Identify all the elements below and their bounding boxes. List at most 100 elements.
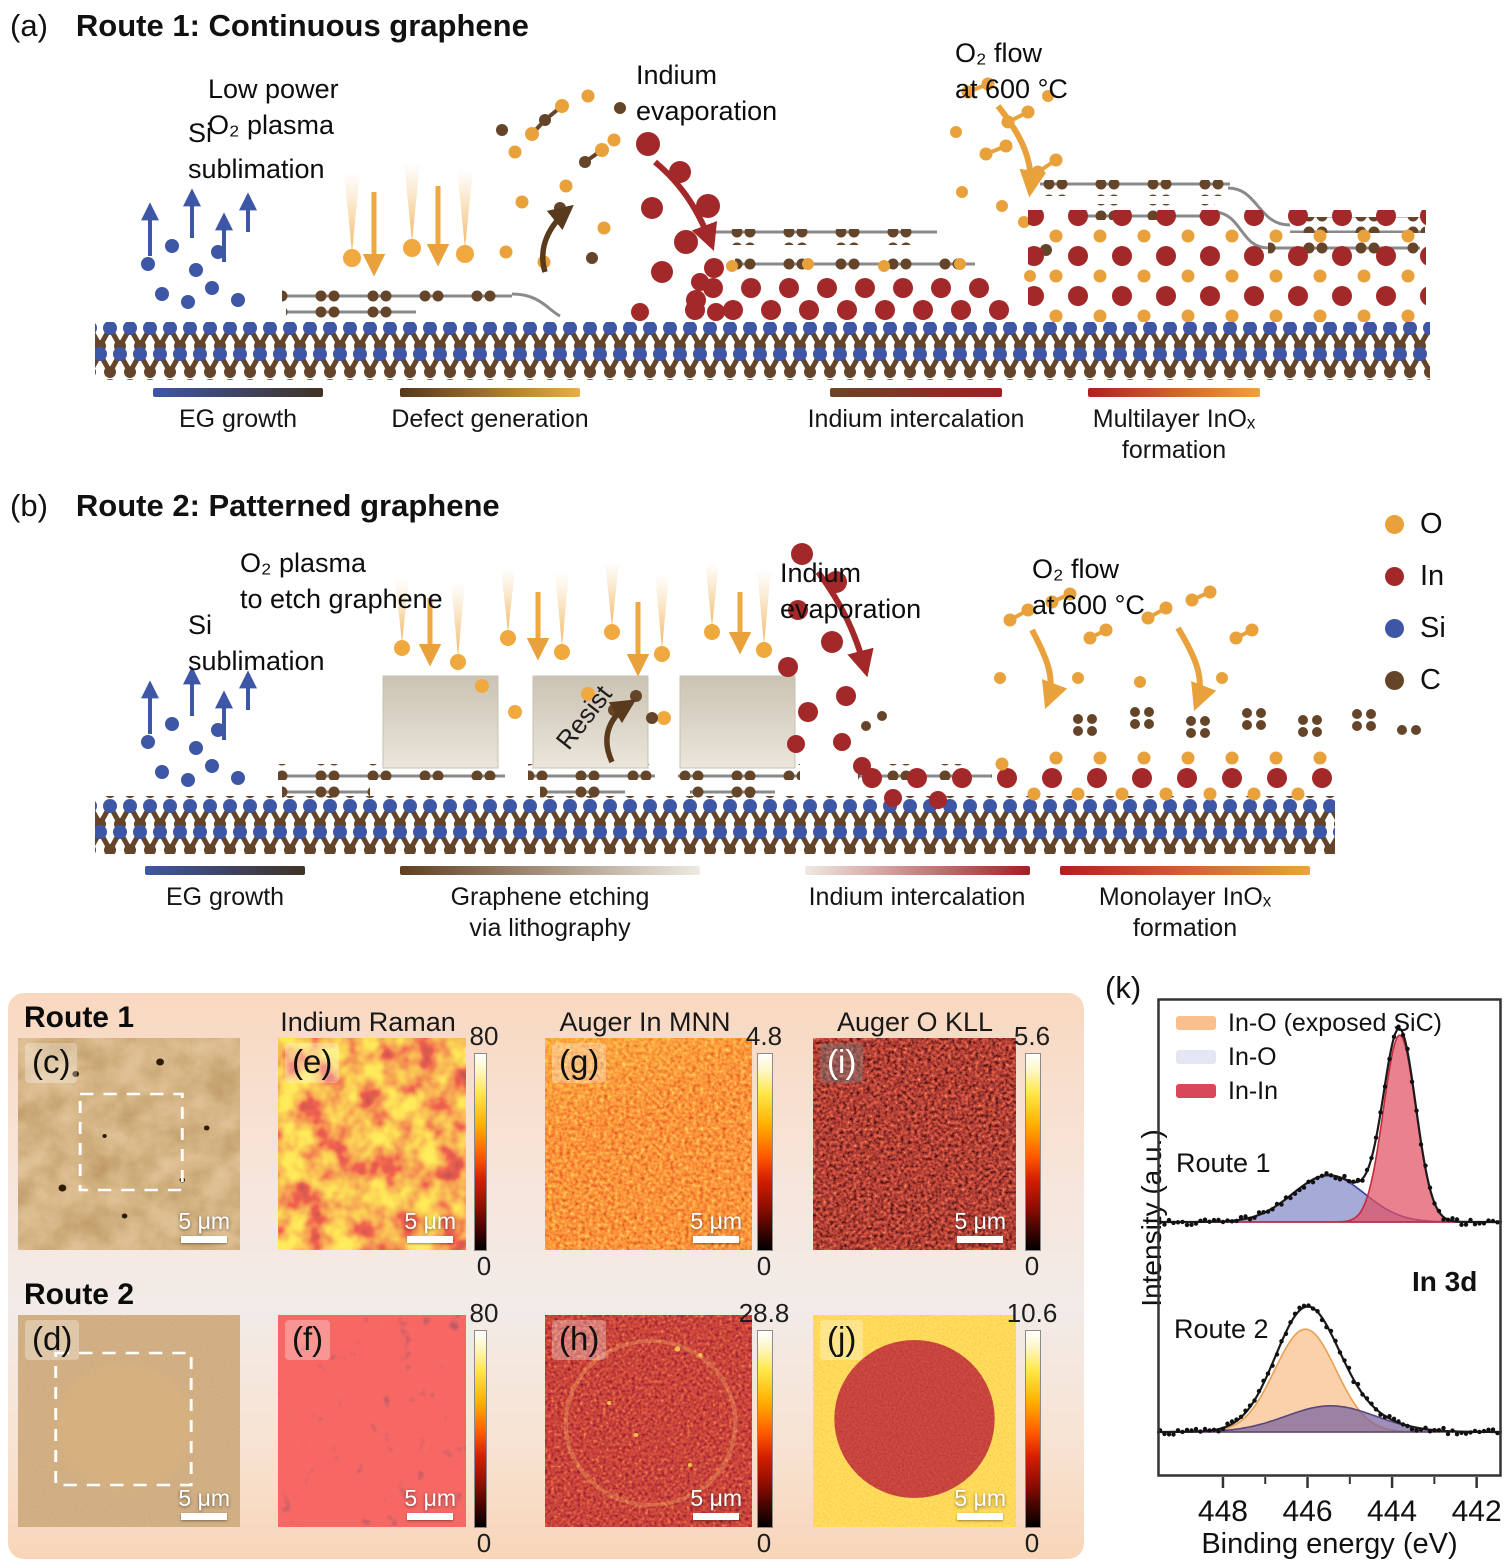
micrograph-e-raman: (e) 5 μm xyxy=(278,1038,466,1250)
stage-label: Multilayer InOₓ formation xyxy=(1092,405,1256,464)
stage-bar xyxy=(830,388,1002,397)
panel-label-c: (c) xyxy=(25,1043,78,1083)
annotation-indium-evaporation-b: Indium evaporation xyxy=(780,558,922,624)
panel-a-title: Route 1: Continuous graphene xyxy=(75,8,529,43)
stage-multilayer-inox: Multilayer InOₓ formation xyxy=(1044,388,1304,465)
route2-schematic xyxy=(95,543,1421,854)
colorbar-j xyxy=(1025,1330,1041,1528)
colorbar-e xyxy=(474,1053,487,1251)
stage-defect-generation: Defect generation xyxy=(360,388,620,435)
sic-substrate-a xyxy=(95,322,1430,380)
stage-bar xyxy=(1088,388,1260,397)
legend-item-C: C xyxy=(1385,654,1446,706)
micrograph-f-raman: (f) 5 μm xyxy=(278,1315,466,1527)
x-axis-label: Binding energy (eV) xyxy=(1201,1528,1458,1560)
route1-curve-label: Route 1 xyxy=(1176,1148,1271,1178)
stage-indium-intercalation-a: Indium intercalation xyxy=(786,388,1046,435)
route1-row-label: Route 1 xyxy=(24,1001,135,1034)
panel-label-g: (g) xyxy=(552,1043,607,1083)
sic-substrate-b xyxy=(95,796,1335,854)
xps-plot: 448 446 444 442 xyxy=(1157,998,1502,1528)
annotation-o2-plasma-etch: O₂ plasma to etch graphene xyxy=(240,548,443,614)
route1-schematic xyxy=(95,77,1430,380)
stage-label: EG growth xyxy=(178,405,298,433)
carbon-clusters-b xyxy=(1073,707,1421,738)
in3d-label: In 3d xyxy=(1412,1266,1478,1297)
scale-bar-e: 5 μm xyxy=(404,1209,456,1243)
panel-label-i: (i) xyxy=(820,1043,864,1083)
si-sublimation-atoms-a xyxy=(141,188,257,309)
stage-graphene-etching: Graphene etching via lithography xyxy=(400,866,700,943)
svg-text:444: 444 xyxy=(1367,1495,1417,1528)
annotation-o2-flow-b: O₂ flow at 600 °C xyxy=(1032,554,1145,620)
svg-text:442: 442 xyxy=(1452,1495,1502,1528)
indium-dot-icon xyxy=(1385,566,1404,586)
panel-label-e: (e) xyxy=(285,1043,340,1083)
colorbar-g-min: 0 xyxy=(756,1251,772,1281)
in-in-swatch-icon xyxy=(1176,1084,1216,1098)
colorbar-e-max: 80 xyxy=(469,1021,499,1051)
scale-bar-g: 5 μm xyxy=(690,1209,742,1243)
panel-a-tag: (a) xyxy=(10,8,48,43)
panel-b-header: (b) Route 2: Patterned graphene xyxy=(10,488,500,524)
colorbar-g-max: 4.8 xyxy=(745,1021,783,1051)
colorbar-j-max: 10.6 xyxy=(1006,1298,1058,1328)
panel-label-h: (h) xyxy=(552,1320,607,1360)
multilayer-inox-lattice xyxy=(1028,210,1426,322)
micrograph-d-optical: (d) 5 μm xyxy=(18,1315,240,1527)
etched-carbon-b xyxy=(604,690,658,764)
stage-bar xyxy=(400,388,580,397)
stage-label: Indium intercalation xyxy=(807,405,1025,433)
legend-item-Si: Si xyxy=(1385,602,1446,654)
colorbar-h-min: 0 xyxy=(756,1528,772,1558)
indium-evaporation-b xyxy=(778,543,887,775)
o2-flow-b xyxy=(994,585,1259,712)
annotation-si-sublimation-a: Si sublimation xyxy=(188,118,325,184)
colorbar-h xyxy=(757,1330,773,1528)
stage-bar xyxy=(804,866,1030,875)
stage-label: Monolayer InOₓ formation xyxy=(1098,883,1272,942)
scale-bar-j: 5 μm xyxy=(954,1486,1006,1520)
oxygen-dot-icon xyxy=(1385,514,1404,534)
stage-bar xyxy=(153,388,323,397)
atom-legend: O In Si C xyxy=(1385,498,1446,706)
stage-label: Indium intercalation xyxy=(808,883,1026,911)
stage-label: EG growth xyxy=(165,883,285,911)
panel-a-header: (a) Route 1: Continuous graphene xyxy=(10,8,529,44)
colorbar-f-max: 80 xyxy=(469,1298,499,1328)
panel-label-f: (f) xyxy=(285,1320,331,1360)
stage-bar xyxy=(400,866,700,875)
panel-label-d: (d) xyxy=(25,1320,80,1360)
panel-b-title: Route 2: Patterned graphene xyxy=(75,488,500,523)
colorbar-j-min: 0 xyxy=(1024,1528,1040,1558)
colorbar-h-max: 28.8 xyxy=(738,1298,790,1328)
annotation-indium-evaporation-a: Indium evaporation xyxy=(636,60,778,126)
defect-molecules-a xyxy=(496,89,626,273)
scale-bar-d: 5 μm xyxy=(178,1486,230,1520)
stage-eg-growth-a: EG growth xyxy=(108,388,368,435)
dark-circle-region xyxy=(834,1340,995,1498)
carbon-dot-icon xyxy=(1385,670,1404,690)
colorbar-f-min: 0 xyxy=(476,1528,492,1558)
o2-plasma-beams-b xyxy=(394,562,772,725)
micrograph-h-auger-in: (h) 5 μm xyxy=(545,1315,752,1527)
micrograph-block: Route 1 Indium Raman Auger In MNN Auger … xyxy=(8,993,1084,1559)
stage-eg-growth-b: EG growth xyxy=(95,866,355,913)
scale-bar-c: 5 μm xyxy=(178,1209,230,1243)
svg-text:448: 448 xyxy=(1198,1495,1248,1528)
colorbar-g xyxy=(757,1053,773,1251)
o2-plasma-beams-a xyxy=(343,163,474,277)
svg-text:446: 446 xyxy=(1282,1495,1332,1528)
patterned-circle-region xyxy=(55,1365,194,1489)
stage-label: Graphene etching via lithography xyxy=(450,883,650,942)
micrograph-j-auger-o: (j) 5 μm xyxy=(813,1315,1016,1527)
in-o-exposed-swatch-icon xyxy=(1176,1016,1216,1030)
indium-intercalation-rows-a xyxy=(685,258,1009,320)
xps-panel: (k) Intensity (a.u.) 448 446 444 442 In-O (… xyxy=(1090,970,1506,1565)
legend-in-o-exposed: In-O (exposed SiC) xyxy=(1176,1006,1442,1040)
xps-legend: In-O (exposed SiC) In-O In-In xyxy=(1176,1006,1442,1108)
micrograph-g-auger-in: (g) 5 μm xyxy=(545,1038,752,1250)
faint-circle-outline xyxy=(563,1339,738,1507)
stage-bar xyxy=(1060,866,1310,875)
stage-bar xyxy=(145,866,305,875)
